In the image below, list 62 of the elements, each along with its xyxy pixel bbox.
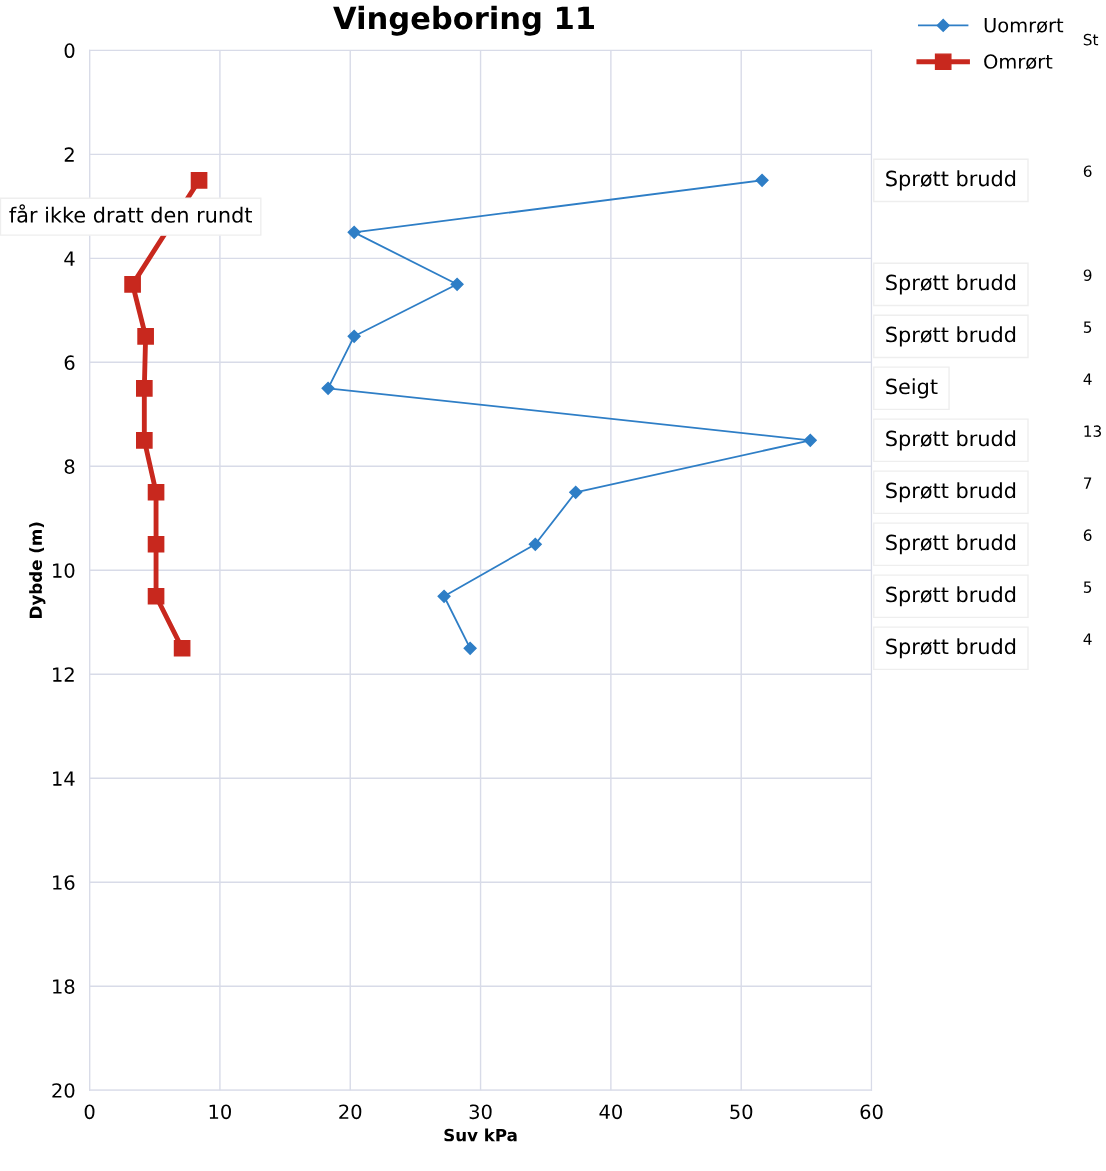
y-tick-label: 6 [64,355,75,370]
point [463,641,477,655]
point [147,535,165,553]
x-tick-label: 20 [339,1104,362,1120]
x-tick-label: 40 [599,1104,622,1120]
text: Sprøtt brudd [886,430,1016,451]
point [135,379,153,397]
text: Sprøtt brudd [886,534,1016,555]
point [137,327,154,345]
y-tick-label: 18 [53,979,75,994]
x-axis-title: Suv kPa [444,1128,517,1142]
text: 13 [1084,425,1101,437]
y-tick-label: 0 [64,43,75,59]
x-tick-label: 60 [860,1104,883,1120]
point [173,639,191,657]
point [755,173,769,187]
annotation: får ikke dratt den rundt [9,204,252,223]
text: Sprøtt brudd [886,586,1016,607]
y-tick-label: 10 [53,563,75,578]
y-tick-label: 4 [64,251,75,266]
point [569,485,583,499]
text: Sprøtt brudd [886,274,1016,295]
y-tick-label: 2 [64,147,74,162]
point [124,275,141,293]
text: Sprøtt brudd [886,482,1016,503]
point [147,483,165,501]
text: Sprøtt brudd [886,638,1016,659]
point [321,381,335,395]
point [135,431,153,449]
point [347,329,361,343]
text: St [1083,33,1099,46]
text: 5 [1083,321,1092,333]
point [450,277,464,291]
text: Sprøtt brudd [886,326,1016,347]
chart-title: Vingeboring 11 [333,5,594,36]
text: 4 [1083,373,1092,385]
x-tick-label: 0 [84,1104,95,1120]
point [147,587,165,605]
text: 5 [1083,581,1092,593]
text: 6 [1083,529,1092,541]
y-tick-label: 20 [52,1083,75,1098]
text: Seigt [886,378,938,399]
point [528,537,542,551]
y-axis-title: Dybde (m) [29,522,46,618]
text: 7 [1084,477,1092,489]
x-tick-label: 10 [209,1104,231,1120]
y-tick-label: 16 [53,875,75,890]
point [803,433,817,447]
text: 6 [1083,165,1092,177]
y-tick-label: 12 [53,667,74,682]
text: 4 [1083,633,1092,645]
legend-label: Uomrørt [984,18,1064,34]
point [190,171,208,189]
legend-label: Omrørt [984,54,1053,70]
text: Sprøtt brudd [886,170,1016,191]
point [437,589,451,603]
x-tick-label: 30 [469,1104,492,1120]
text: 9 [1083,269,1092,281]
y-tick-label: 14 [53,771,75,786]
y-tick-label: 8 [64,459,75,474]
x-tick-label: 50 [730,1104,753,1120]
point [347,225,361,239]
